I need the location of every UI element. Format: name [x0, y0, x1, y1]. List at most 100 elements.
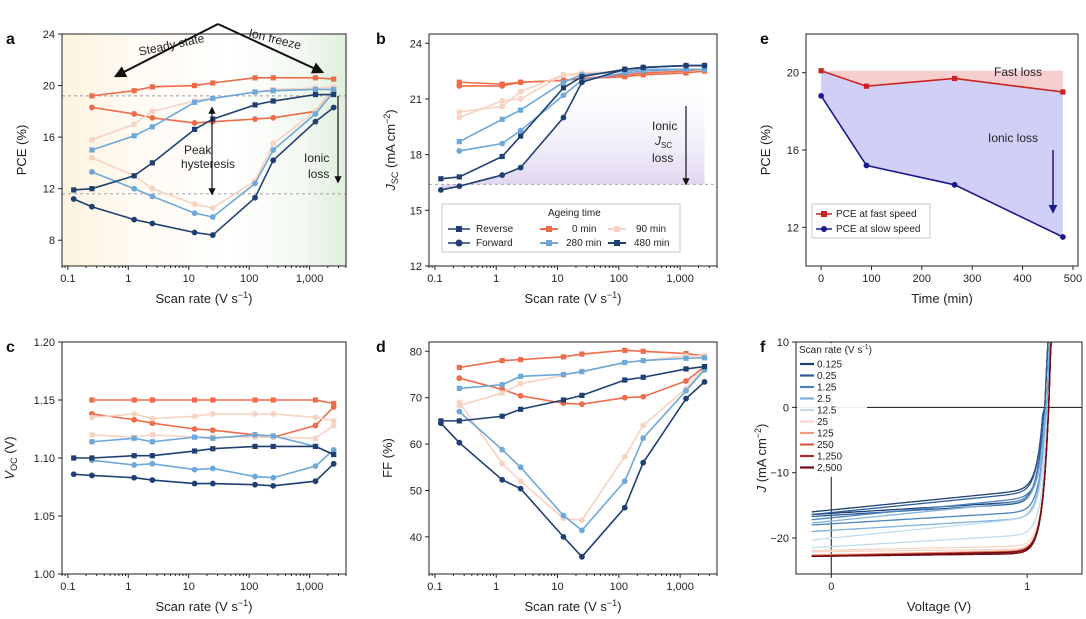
- ytick-label-a-1: 12: [43, 184, 55, 196]
- point-c-1-2: [149, 420, 156, 427]
- point-c-0-2: [149, 397, 155, 403]
- point-d-6-7: [640, 374, 646, 380]
- point-b-3-0: [456, 114, 463, 121]
- point-a-4-5: [252, 89, 258, 95]
- legend-f-rate-3: 2.5: [817, 394, 831, 405]
- point-b-6-3: [518, 133, 524, 139]
- point-c-3-0: [89, 414, 95, 421]
- panel-f-curves: [811, 342, 1053, 558]
- legend-b-box: [441, 203, 681, 253]
- legend-f-rate-5: 25: [817, 417, 829, 428]
- point-b-6-4: [560, 85, 567, 91]
- point-c-2-0: [89, 432, 95, 438]
- point-e-1-1: [863, 162, 870, 169]
- point-a-0-0: [89, 93, 95, 99]
- point-a-0-1: [131, 88, 137, 94]
- panel-f-legend: Scan rate (V s-1) 0.1250.251.252.512.525…: [797, 343, 872, 477]
- xtick-label-d-0: 0.1: [427, 581, 442, 593]
- point-a-6-0: [71, 187, 77, 193]
- point-b-1-1: [499, 83, 506, 89]
- legend-f-rate-6: 125: [817, 429, 834, 440]
- point-a-6-1: [89, 186, 95, 192]
- xtick-label-d-4: 1,000: [666, 581, 694, 593]
- panel-b-legend: Reverse Forward Ageing time 0 min 90 min…: [441, 203, 681, 253]
- point-c-0-1: [131, 397, 137, 403]
- point-b-2-2: [518, 88, 524, 95]
- point-d-7-5: [579, 553, 585, 560]
- panel-c-ylabel: VOC (V): [2, 436, 19, 479]
- ytick-label-c-2: 1.10: [34, 453, 55, 465]
- point-d-6-2: [499, 413, 505, 419]
- legend-280min: 280 min: [566, 238, 602, 249]
- xtick-label-e-1: 100: [862, 273, 880, 285]
- ytick-label-d-1: 50: [410, 485, 422, 497]
- point-c-3-4: [209, 411, 216, 417]
- annotation-loss: loss: [308, 167, 329, 181]
- panel-d-frame: [428, 341, 718, 575]
- legend-f-rate-7: 250: [817, 440, 834, 451]
- point-a-6-9: [331, 91, 337, 98]
- point-c-4-4: [210, 435, 216, 441]
- ytick-label-b-3: 21: [410, 94, 422, 106]
- point-b-5-1: [499, 140, 506, 147]
- point-c-3-6: [270, 411, 277, 417]
- annotation-ionic: Ionic: [304, 151, 329, 165]
- point-d-2-1: [499, 390, 505, 396]
- jv-curve-1-jsc_forward: [811, 342, 1049, 516]
- point-a-0-6: [270, 75, 276, 81]
- panel-b-frame: [428, 33, 718, 267]
- ytick-label-e-0: 12: [787, 222, 799, 234]
- panel-b-jsc-vs-scan-rate: 0.1 1 10 100 1,000 12 15 18 21 24 b Ionic JSC los…: [376, 31, 718, 306]
- point-c-7-2: [131, 474, 138, 481]
- xtick-label-e-5: 500: [1064, 273, 1082, 285]
- point-d-4-7: [683, 355, 689, 361]
- point-a-4-0: [89, 147, 95, 153]
- point-d-7-2: [499, 476, 506, 483]
- point-d-4-6: [640, 357, 646, 364]
- point-d-1-7: [683, 378, 689, 384]
- xtick-label-e-2: 200: [913, 273, 931, 285]
- point-b-7-1: [456, 183, 463, 190]
- point-c-5-7: [312, 463, 319, 470]
- point-c-0-7: [312, 397, 319, 403]
- point-d-4-8: [701, 355, 708, 361]
- point-b-7-8: [683, 62, 689, 69]
- point-c-5-2: [149, 460, 156, 467]
- point-e-0-2: [951, 75, 958, 82]
- point-d-6-3: [518, 406, 524, 412]
- point-a-1-6: [270, 114, 277, 121]
- xtick-label-c-4: 1,000: [296, 581, 324, 593]
- point-c-3-7: [312, 414, 319, 421]
- point-c-6-3: [149, 453, 155, 459]
- point-c-3-8: [330, 417, 337, 424]
- point-a-7-1: [89, 203, 95, 210]
- ytick-label-f-1: −10: [770, 468, 789, 480]
- point-c-2-7: [312, 435, 319, 441]
- series-line-b-7: [440, 64, 705, 191]
- jv-curve-4-jsc_reverse: [811, 342, 1053, 549]
- point-b-7-9: [701, 62, 708, 69]
- jv-curve-0-jsc_forward: [811, 342, 1049, 513]
- point-b-4-2: [518, 107, 524, 113]
- annotation-fast-loss: Fast loss: [994, 65, 1042, 79]
- legend-f-rate-1: 0.25: [817, 371, 837, 382]
- point-c-1-1: [131, 416, 138, 423]
- point-d-6-9: [701, 363, 708, 370]
- legend-f-rate-9: 2,500: [817, 463, 842, 474]
- xtick-label-a-3: 100: [240, 273, 258, 285]
- xtick-label-c-2: 10: [183, 581, 195, 593]
- xtick-label-b-2: 10: [551, 273, 563, 285]
- point-d-0-3: [560, 354, 567, 360]
- point-c-1-3: [191, 426, 198, 432]
- legend-f-rate-8: 1,250: [817, 452, 842, 463]
- series-line-d-6: [440, 365, 705, 422]
- series-line-c-7: [73, 463, 335, 487]
- point-d-6-4: [560, 397, 567, 403]
- xtick-label-a-2: 10: [183, 273, 195, 285]
- panel-a-xlabel: Scan rate (V s−1): [156, 290, 253, 306]
- point-d-7-0: [437, 420, 444, 427]
- point-c-7-9: [330, 460, 337, 467]
- point-d-3-6: [640, 422, 647, 429]
- xtick-label-c-3: 100: [240, 581, 258, 593]
- ytick-label-c-4: 1.20: [34, 337, 55, 349]
